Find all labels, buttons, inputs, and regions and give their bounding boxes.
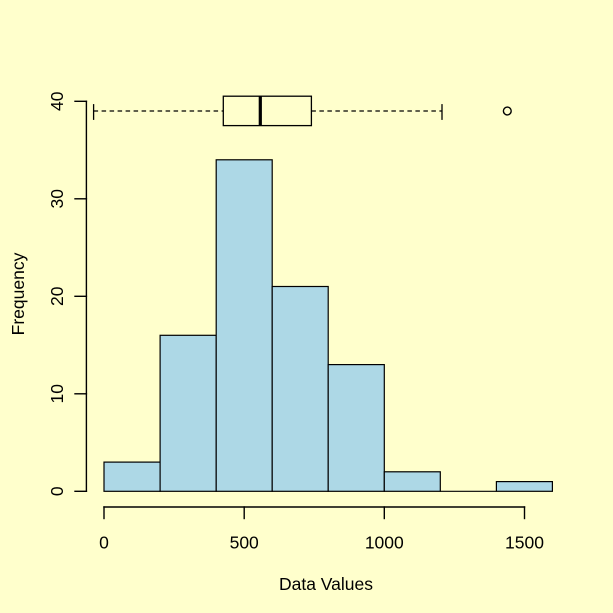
svg-text:500: 500 <box>230 532 259 552</box>
svg-text:Data Values: Data Values <box>279 574 373 594</box>
svg-text:20: 20 <box>47 286 67 306</box>
svg-text:0: 0 <box>47 486 67 496</box>
svg-text:0: 0 <box>99 532 109 552</box>
svg-text:10: 10 <box>47 384 67 404</box>
svg-text:40: 40 <box>47 91 67 111</box>
svg-text:Frequency: Frequency <box>8 252 28 335</box>
svg-text:30: 30 <box>47 189 67 209</box>
svg-text:1000: 1000 <box>365 532 404 552</box>
svg-text:1500: 1500 <box>505 532 544 552</box>
